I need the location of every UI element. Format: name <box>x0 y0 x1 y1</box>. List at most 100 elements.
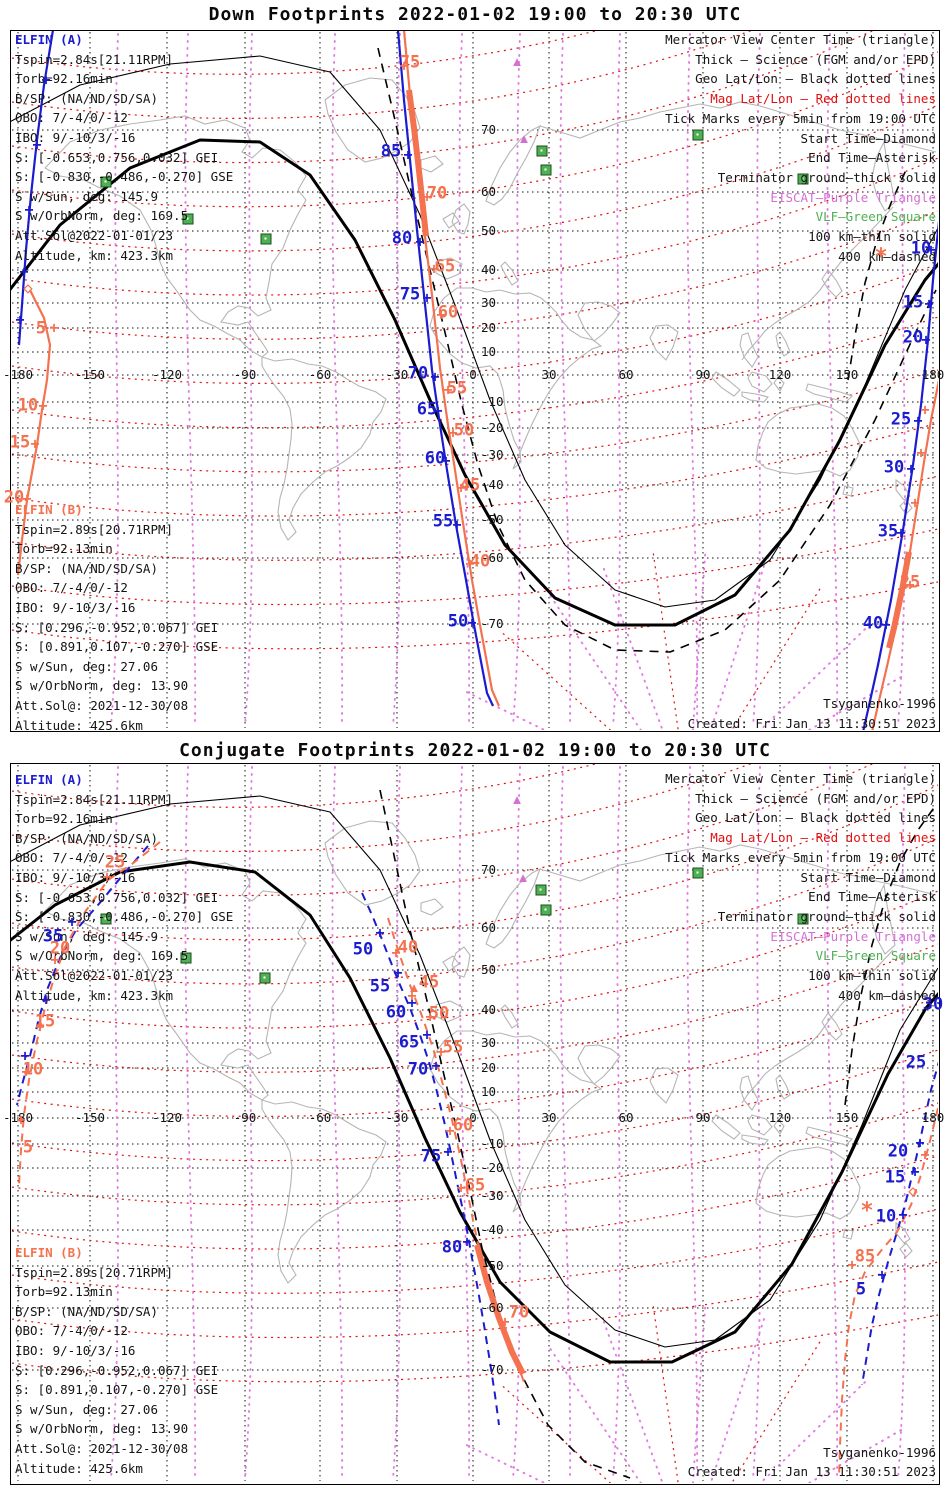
tick-cross: + <box>35 1017 45 1036</box>
terminator-400km-line <box>379 789 631 1479</box>
lat-tick-label: -10 <box>481 393 504 409</box>
tick-cross: + <box>906 459 916 478</box>
tick-cross: + <box>415 232 425 251</box>
geo-grid <box>12 765 936 1481</box>
legend-line: 100 km—thin solid <box>808 967 936 983</box>
map-panel-conjugate <box>10 763 938 1483</box>
start-time-diamond-marker: ◇ <box>908 1181 918 1200</box>
lat-tick-label: 70 <box>481 121 497 137</box>
lon-tick-label: -30 <box>385 1109 409 1125</box>
lat-tick-label: 60 <box>481 919 497 935</box>
tick-cross: + <box>877 1265 887 1284</box>
elfin-a-conjugate-track-center <box>361 892 500 1426</box>
tick-cross: + <box>913 411 923 430</box>
lon-tick-label: 60 <box>618 366 634 382</box>
info-line: S w/Sun, deg: 145.9 <box>15 928 158 944</box>
tick-cross: + <box>920 1145 930 1164</box>
lon-tick-label: 120 <box>768 366 792 382</box>
tick-cross: + <box>429 259 439 278</box>
info-line: IBO: 9/-10/3/-16 <box>15 1342 136 1358</box>
legend-line: Tick Marks every 5min from 19:00 UTC <box>665 110 936 126</box>
info-line: S: [-0.830,-0.486,-0.270] GSE <box>15 168 234 184</box>
info-line: IBO: 9/-10/3/-16 <box>15 869 136 885</box>
minute-tick-label: 40 <box>862 613 884 634</box>
minute-tick-label: 45 <box>418 972 440 993</box>
tick-cross: + <box>422 1025 432 1044</box>
info-line: S: [-0.653,0.756,0.032] GEI <box>15 149 219 165</box>
legend-line: Thick — Science (FGM and/or EPD) <box>695 51 936 67</box>
info-line: Att.Sol@2022-01-01/23 <box>15 967 174 983</box>
info-line: S: [-0.830,-0.486,-0.270] GSE <box>15 908 234 924</box>
tick-cross: + <box>881 615 891 634</box>
vlf-square-marker <box>100 913 112 925</box>
created-label: Created: Fri Jan 13 11:30:51 2023 <box>687 715 936 731</box>
legend-line: Thick — Science (FGM and/or EPD) <box>695 790 936 806</box>
info-line: Tspin=2.89s[20.71RPM] <box>15 521 174 537</box>
lon-tick-label: -150 <box>74 1109 106 1125</box>
info-line: S w/Sun, deg: 145.9 <box>15 188 158 204</box>
minute-tick-label: 30 <box>922 994 944 1015</box>
tick-cross: + <box>32 135 42 154</box>
tick-cross: + <box>456 1178 466 1197</box>
elfin-b-conjugate-track-left <box>18 841 161 1186</box>
minute-tick-label: 60 <box>437 302 459 323</box>
info-line: Altitude, km: 423.3km <box>15 987 174 1003</box>
tick-cross: + <box>49 318 59 337</box>
lat-tick-label: 70 <box>481 861 497 877</box>
vlf-square-marker <box>536 145 548 157</box>
lon-tick-label: 0 <box>469 1109 477 1125</box>
lat-tick-label: -30 <box>481 1187 504 1203</box>
lon-tick-label: -120 <box>151 1109 183 1125</box>
center-time-triangle-marker: ▲ <box>410 980 418 996</box>
info-line: Tspin=2.84s[21.11RPM] <box>15 791 174 807</box>
tick-cross: + <box>500 1312 510 1331</box>
lat-tick-label: 10 <box>481 1083 497 1099</box>
info-line: B/SP: (NA/ND/SD/SA) <box>15 560 158 576</box>
tick-cross: + <box>915 1133 925 1152</box>
minute-tick-label: 25 <box>104 852 126 873</box>
elfin-b-science-zone <box>406 89 429 237</box>
vlf-square-marker <box>692 867 704 879</box>
lat-tick-label: -70 <box>481 1361 504 1377</box>
tick-cross: + <box>393 963 403 982</box>
minute-tick-label: 70 <box>407 1059 429 1080</box>
lon-tick-label: -150 <box>74 366 106 382</box>
legend-line: Mag Lat/Lon — Red dotted lines <box>710 829 936 845</box>
elfin-b-science-zone <box>886 551 912 649</box>
tick-cross: + <box>436 305 446 324</box>
minute-tick-label: 75 <box>420 1146 442 1167</box>
lat-tick-label: -50 <box>481 511 504 527</box>
info-line: IBO: 9/-10/3/-16 <box>15 599 136 615</box>
minute-tick-label: 85 <box>854 1246 876 1267</box>
tick-cross: + <box>422 288 432 307</box>
minute-tick-label: 80 <box>391 228 413 249</box>
info-line: Altitude, km: 423.3km <box>15 247 174 263</box>
tick-cross: + <box>38 396 48 415</box>
minute-tick-label: 40 <box>469 551 491 572</box>
vlf-square-marker <box>182 213 194 225</box>
info-line: S w/OrbNorm, deg: 13.90 <box>15 1421 189 1437</box>
tick-cross: + <box>462 1232 472 1251</box>
minute-tick-label: 10 <box>910 238 932 259</box>
info-line: Tspin=2.89s[20.71RPM] <box>15 1264 174 1280</box>
lon-tick-label: -180 <box>2 366 34 382</box>
lon-tick-label: -90 <box>233 1109 257 1125</box>
tick-cross: + <box>102 867 112 886</box>
legend-line: Geo Lat/Lon — Black dotted lines <box>695 71 936 87</box>
tick-cross: + <box>916 443 926 462</box>
tick-cross: + <box>19 262 29 281</box>
info-line: B/SP: (NA/ND/SD/SA) <box>15 90 158 106</box>
info-line: Tspin=2.84s[21.11RPM] <box>15 51 174 67</box>
legend-line: VLF—Green Square <box>815 948 936 964</box>
info-line: S: [0.296,-0.952,0.067] GEI <box>15 619 219 635</box>
tick-cross: + <box>452 515 462 534</box>
minute-tick-label: 35 <box>877 521 899 542</box>
legend-line: Start Time—Diamond <box>800 869 936 885</box>
info-line: S: [0.891,0.107,-0.270] GSE <box>15 638 219 654</box>
minute-tick-label: 70 <box>407 363 429 384</box>
tick-cross: + <box>50 950 60 969</box>
eiscat-triangle-marker: ▲ <box>513 54 521 70</box>
tick-cross: + <box>15 310 25 329</box>
